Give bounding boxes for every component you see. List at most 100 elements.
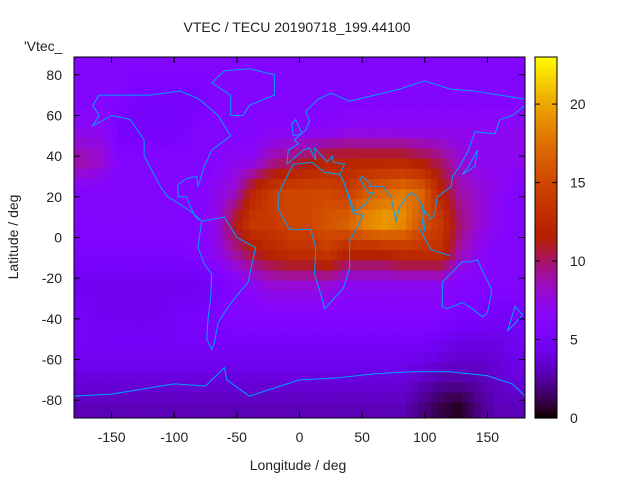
heatmap-cell: [343, 372, 351, 383]
heatmap-cell: [343, 382, 351, 394]
heatmap-cell: [74, 128, 81, 139]
heatmap-cell: [130, 128, 138, 139]
heatmap-cell: [117, 280, 125, 292]
heatmap-cell: [80, 77, 88, 89]
heatmap-cell: [255, 97, 263, 109]
heatmap-cell: [312, 138, 319, 150]
heatmap-cell: [474, 148, 482, 160]
heatmap-cell: [512, 301, 520, 312]
heatmap-cell: [255, 148, 263, 160]
heatmap-cell: [393, 311, 401, 322]
heatmap-cell: [167, 179, 175, 190]
heatmap-cell: [111, 351, 119, 363]
heatmap-cell: [80, 118, 88, 129]
colorbar-segment: [535, 198, 557, 202]
heatmap-cell: [368, 250, 376, 261]
heatmap-cell: [236, 148, 244, 160]
heatmap-cell: [355, 87, 363, 99]
heatmap-cell: [474, 179, 482, 190]
heatmap-cell: [499, 250, 507, 261]
heatmap-cell: [318, 250, 326, 261]
heatmap-cell: [474, 351, 482, 363]
heatmap-cell: [324, 118, 332, 129]
heatmap-cell: [218, 199, 225, 211]
heatmap-cell: [399, 158, 407, 170]
heatmap-cell: [374, 311, 382, 322]
heatmap-cell: [174, 158, 181, 170]
heatmap-cell: [462, 87, 470, 99]
heatmap-cell: [293, 331, 300, 343]
heatmap-cell: [236, 118, 244, 129]
colorbar-segment: [535, 294, 557, 299]
heatmap-cell: [111, 372, 119, 383]
heatmap-cell: [249, 382, 257, 394]
heatmap-cell: [92, 168, 100, 180]
heatmap-cell: [312, 351, 319, 363]
heatmap-cell: [130, 301, 138, 312]
heatmap-cell: [462, 301, 470, 312]
heatmap-cell: [393, 97, 401, 109]
heatmap-cell: [368, 168, 376, 180]
heatmap-cell: [174, 280, 181, 292]
heatmap-cell: [305, 67, 313, 78]
colorbar-segment: [535, 210, 557, 215]
heatmap-cell: [380, 311, 388, 322]
coastline: [73, 366, 526, 397]
colorbar-segment: [535, 300, 557, 305]
heatmap-cell: [449, 118, 457, 129]
heatmap-cell: [512, 341, 520, 353]
heatmap-cell: [349, 321, 357, 333]
heatmap-cell: [387, 372, 394, 383]
heatmap-cell: [462, 77, 470, 89]
heatmap-cell: [468, 372, 476, 383]
heatmap-cell: [136, 148, 144, 160]
heatmap-cell: [193, 209, 200, 221]
heatmap-cell: [193, 118, 200, 129]
heatmap-cell: [487, 179, 495, 190]
heatmap-cell: [249, 118, 257, 129]
heatmap-cell: [174, 290, 181, 302]
heatmap-cell: [299, 321, 307, 333]
heatmap-cell: [449, 77, 457, 89]
heatmap-cell: [318, 77, 326, 89]
heatmap-cell: [218, 158, 225, 170]
heatmap-cell: [293, 240, 300, 251]
heatmap-cell: [393, 199, 401, 211]
heatmap-cell: [167, 311, 175, 322]
heatmap-cell: [167, 240, 175, 251]
heatmap-cell: [318, 301, 326, 312]
heatmap-cell: [493, 148, 501, 160]
heatmap-cell: [506, 301, 513, 312]
heatmap-cell: [343, 362, 351, 373]
heatmap-cell: [124, 372, 131, 383]
heatmap-cell: [380, 67, 388, 78]
heatmap-cell: [499, 138, 507, 150]
heatmap-cell: [474, 87, 482, 99]
heatmap-cell: [105, 97, 113, 109]
heatmap-cell: [481, 240, 488, 251]
heatmap-cell: [161, 77, 169, 89]
heatmap-cell: [474, 219, 482, 231]
heatmap-cell: [337, 382, 344, 394]
heatmap-cell: [224, 301, 232, 312]
heatmap-cell: [368, 67, 376, 78]
heatmap-cell: [512, 402, 520, 414]
heatmap-cell: [330, 97, 338, 109]
heatmap-cell: [431, 168, 438, 180]
heatmap-cell: [186, 87, 194, 99]
heatmap-cell: [230, 229, 238, 241]
heatmap-cell: [368, 148, 376, 160]
heatmap-cell: [349, 219, 357, 231]
heatmap-cell: [343, 199, 351, 211]
heatmap-cell: [456, 311, 463, 322]
heatmap-cell: [380, 209, 388, 221]
heatmap-cell: [499, 351, 507, 363]
heatmap-cell: [368, 209, 376, 221]
heatmap-cell: [337, 107, 344, 119]
heatmap-cell: [405, 128, 413, 139]
heatmap-cell: [518, 392, 526, 404]
heatmap-cell: [462, 179, 470, 190]
heatmap-cell: [193, 402, 200, 414]
heatmap-cell: [167, 331, 175, 343]
coastline: [91, 90, 232, 222]
